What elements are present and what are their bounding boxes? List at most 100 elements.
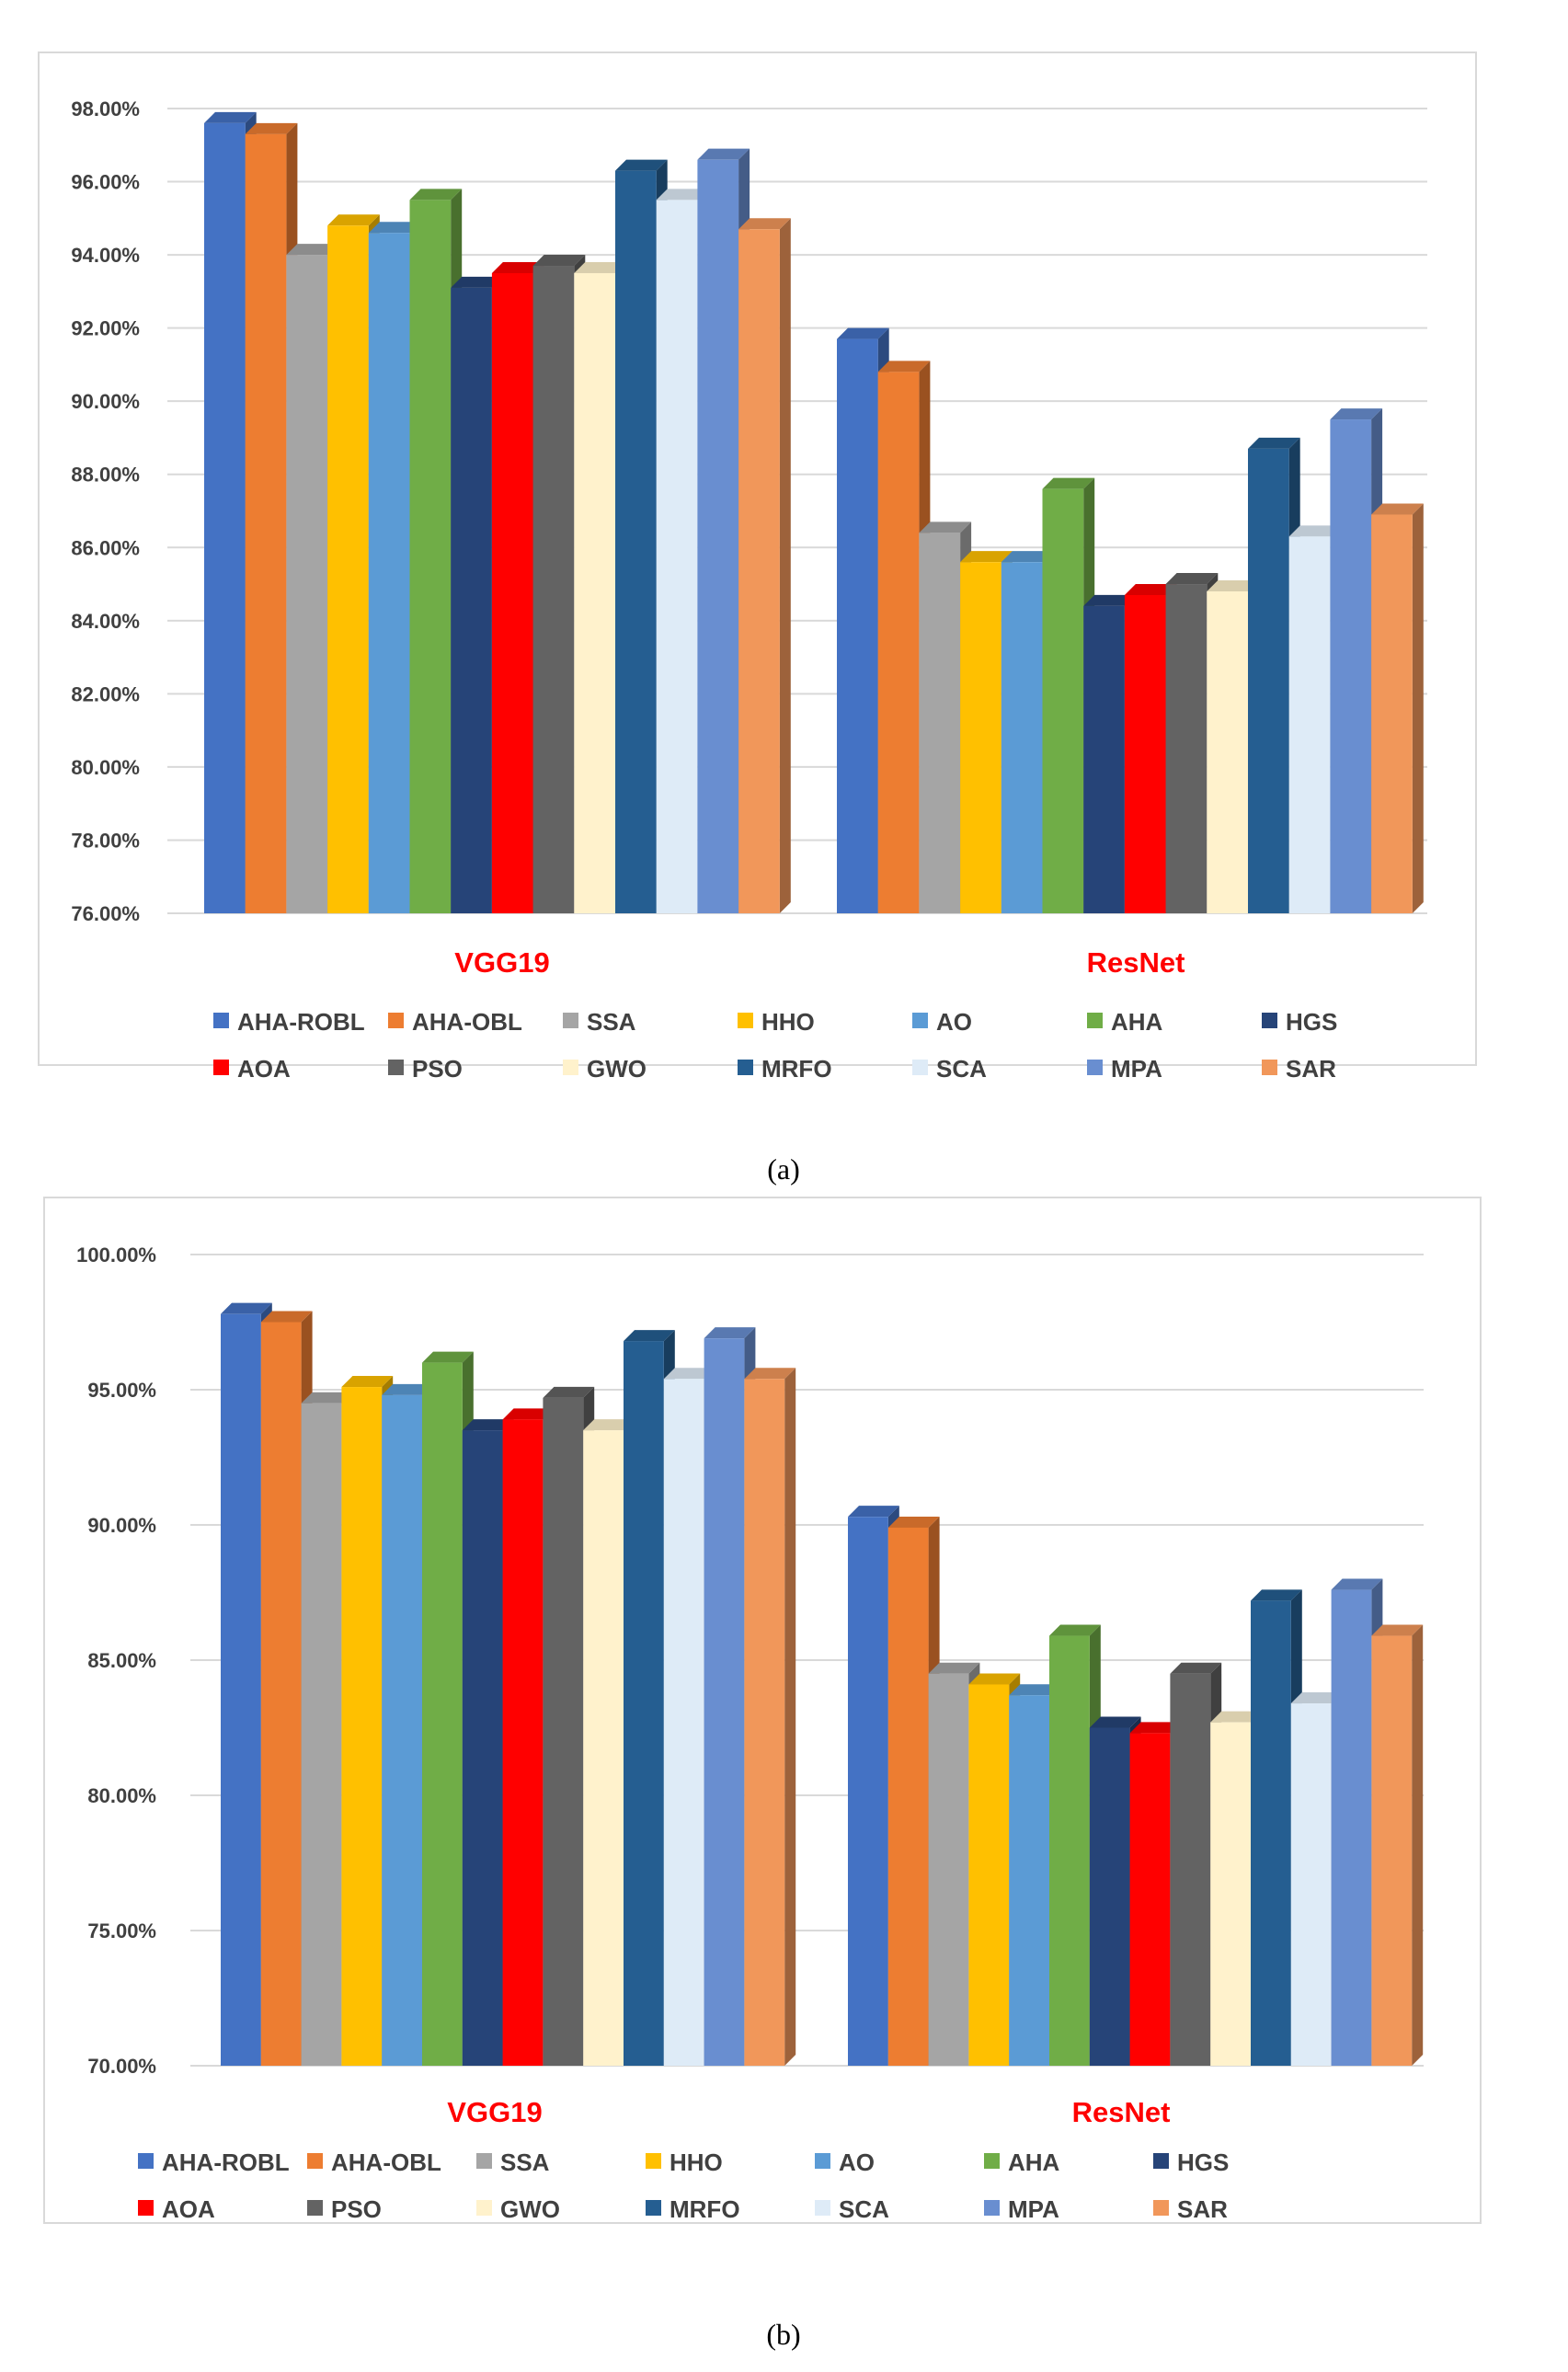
bar-front [1124, 594, 1166, 913]
bar-top [543, 1386, 595, 1398]
legend-swatch [815, 2200, 830, 2216]
legend-item-sca: SCA [815, 2195, 889, 2223]
bar-top [341, 1376, 394, 1388]
legend-label: GWO [587, 1055, 647, 1083]
bar-front [1248, 448, 1289, 913]
bar-front [1165, 584, 1207, 913]
bar-top [574, 261, 626, 273]
legend: AHA-ROBL AHA-OBL SSA HHO AO AHA HGS AOA PSO GWO MR… [138, 2149, 1229, 2223]
bar-top [1330, 408, 1383, 420]
bar-top [1001, 551, 1054, 563]
bar-sar-vgg19 [738, 218, 791, 913]
bar-top [245, 122, 298, 134]
bar-front [877, 372, 920, 913]
bar-top [624, 1330, 675, 1342]
legend-label: PSO [412, 1055, 463, 1083]
bar-top [744, 1368, 796, 1380]
y-tick-label: 84.00% [71, 610, 140, 633]
legend-item-sca: SCA [912, 1055, 987, 1083]
bar-front [1083, 605, 1125, 913]
bar-front [1288, 536, 1331, 913]
bar-front [1049, 1635, 1090, 2066]
bar-front [451, 287, 492, 913]
bar-top [919, 521, 972, 533]
legend-label: HHO [670, 2149, 723, 2176]
bar-top [409, 189, 463, 201]
bar-top [583, 1419, 635, 1431]
bar-front [327, 225, 369, 914]
legend-swatch [307, 2153, 323, 2169]
bar-front [221, 1313, 261, 2066]
y-tick-label: 80.00% [71, 756, 140, 779]
bar-top [848, 1506, 899, 1518]
y-tick-label: 78.00% [71, 829, 140, 852]
bar-top [260, 1311, 313, 1323]
bar-top [1248, 437, 1300, 449]
bar-front [543, 1397, 584, 2066]
legend-label: SAR [1286, 1055, 1336, 1083]
legend-swatch [738, 1013, 753, 1028]
legend-swatch [646, 2153, 661, 2169]
bar-top [221, 1302, 272, 1314]
bar-front [624, 1341, 664, 2066]
bar-front [422, 1362, 463, 2066]
bar-front [1001, 562, 1043, 913]
bar-group-resnet [837, 327, 1424, 913]
legend-item-aha-robl: AHA-ROBL [213, 1008, 365, 1036]
bar-top [491, 261, 544, 273]
bar-top [1331, 1578, 1383, 1590]
legend-item-mpa: MPA [1087, 1055, 1162, 1083]
category-label: VGG19 [447, 2096, 542, 2128]
bar-front [260, 1322, 302, 2066]
bar-top [877, 361, 931, 372]
legend-item-pso: PSO [388, 1055, 463, 1083]
bar-front [697, 159, 739, 913]
legend-swatch [984, 2200, 1000, 2216]
bars [221, 1302, 1424, 2066]
legend-swatch [1262, 1060, 1277, 1075]
legend-label: MRFO [670, 2195, 740, 2223]
legend-item-aha-obl: AHA-OBL [307, 2149, 441, 2176]
bar-top [928, 1662, 980, 1674]
legend-item-ao: AO [912, 1008, 972, 1036]
bar-sar-resnet [1371, 503, 1424, 913]
legend-label: AHA [1008, 2149, 1060, 2176]
legend-item-mpa: MPA [984, 2195, 1059, 2223]
bar-sar-vgg19 [744, 1368, 796, 2066]
bar-group-resnet [848, 1506, 1424, 2066]
bar-front [704, 1338, 745, 2066]
category-label: ResNet [1072, 2096, 1171, 2128]
bar-front [341, 1387, 383, 2066]
chart-b: 70.00% 75.00% 80.00% 85.00% 90.00% 95.00% 100.… [43, 1197, 1482, 2351]
legend-label: AO [839, 2149, 875, 2176]
legend-label: AHA-OBL [412, 1008, 522, 1036]
bar-top [301, 1392, 353, 1404]
y-tick-label: 70.00% [87, 2055, 156, 2078]
legend-item-aha: AHA [1087, 1008, 1163, 1036]
legend-swatch [476, 2153, 492, 2169]
bar-top [1210, 1711, 1262, 1723]
legend-item-aha-obl: AHA-OBL [388, 1008, 522, 1036]
legend-swatch [912, 1013, 928, 1028]
legend-item-hho: HHO [738, 1008, 815, 1036]
legend-item-sar: SAR [1153, 2195, 1228, 2223]
legend-item-gwo: GWO [563, 1055, 647, 1083]
legend-item-ssa: SSA [563, 1008, 636, 1036]
bar-front [744, 1379, 785, 2066]
bar-side [1412, 1624, 1424, 2066]
bar-front [960, 562, 1001, 913]
legend-swatch [388, 1060, 404, 1075]
legend-label: SCA [839, 2195, 889, 2223]
bar-sar-resnet [1371, 1624, 1424, 2066]
bar-top [738, 218, 791, 230]
bar-top [422, 1351, 474, 1363]
y-tick-label: 94.00% [71, 244, 140, 267]
bar-front [738, 229, 780, 913]
y-tick-label: 96.00% [71, 171, 140, 194]
bar-top [1207, 580, 1259, 591]
bar-top [327, 214, 380, 226]
bar-side [779, 218, 791, 913]
bar-front [368, 233, 410, 913]
category-label: VGG19 [454, 946, 549, 979]
